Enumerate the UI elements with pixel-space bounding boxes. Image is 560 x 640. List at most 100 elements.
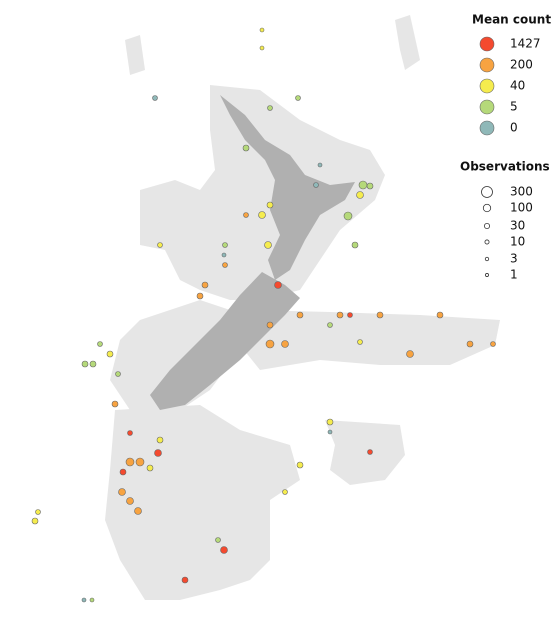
bubble [118,488,126,496]
bubble [366,182,374,190]
bubble [31,517,39,525]
bubble [436,311,444,319]
legend-swatch [479,99,495,115]
bubble [358,180,368,190]
bubble [357,339,363,345]
shelf-south [105,405,300,600]
bubble [242,144,250,152]
bubble [201,281,209,289]
legend: Mean count Observations 1427 200 40 5 0 300 10… [460,13,551,282]
bubble [181,576,189,584]
legend-label: 10 [510,235,525,249]
bubble [154,449,162,457]
bubble [152,95,158,101]
land [150,95,355,410]
bubble [326,418,334,426]
bubble-group-orange [111,212,496,515]
bubble [156,436,164,444]
bubble [127,430,133,436]
bubble-group-red [119,281,373,584]
bubble [296,461,304,469]
bubble [356,191,364,199]
bubble [89,360,97,368]
bubble [351,241,359,249]
legend-swatch [479,36,495,52]
bubble [220,546,228,554]
bubble [327,429,333,435]
legend-title: Mean count [472,13,551,27]
bubble [327,322,333,328]
bubble [282,489,288,495]
bubble [125,457,135,467]
bubble [135,457,145,467]
north-island [220,95,355,280]
bubble [267,105,273,111]
shelf-east [240,310,500,370]
bubble [222,262,228,268]
shelf-chatham [325,420,405,485]
bubble [111,400,119,408]
bubble [281,340,289,348]
legend-size [482,203,492,213]
bubble [97,341,103,347]
shelf-island-ne [395,15,420,70]
legend-size [483,222,491,230]
bubble [243,212,249,218]
bubble [222,242,228,248]
bubble [146,464,154,472]
bubble [466,340,474,348]
bubble [215,537,221,543]
bubble [119,468,127,476]
bubble [296,311,304,319]
bubble [295,95,301,101]
bubble [81,597,87,603]
bubble [317,162,323,168]
legend-label: 30 [510,219,525,233]
shelf-north [140,85,385,300]
bubble [343,211,353,221]
bubble [336,311,344,319]
bubble [134,507,142,515]
legend-title: Observations [460,160,550,174]
bubble [81,360,89,368]
bubble-group-green [81,95,374,603]
legend-label: 200 [510,58,533,72]
south-island [150,272,300,410]
legend-swatch [479,78,495,94]
bubble [221,252,227,258]
legend-label: 1427 [510,37,541,51]
bubbles [31,27,496,603]
legend-size [484,239,490,245]
bubble [264,241,272,249]
legend-swatch [479,57,495,73]
legend-label: 1 [510,268,518,282]
legend-size [481,186,493,198]
bubble [266,201,274,209]
legend-label: 40 [510,79,525,93]
bubble [157,242,163,248]
bubble [115,371,121,377]
legend-label: 100 [510,201,533,215]
bubble-group-yellow [31,27,364,525]
shelf-island-nw [125,35,145,75]
bubble [274,281,282,289]
legend-label: 0 [510,121,518,135]
bubble [35,509,41,515]
shelf [105,15,500,600]
bubble [490,341,496,347]
bubble-group-blue [81,95,333,603]
bubble [126,497,134,505]
bubble [367,449,373,455]
bubble [89,597,95,603]
bubble [259,27,265,33]
bubble [196,292,204,300]
bubble [265,339,275,349]
legend-label: 5 [510,100,518,114]
legend-label: 300 [510,185,533,199]
bubble [376,311,384,319]
bubble [259,45,265,51]
legend-size [485,273,489,277]
bubble [258,211,266,219]
bubble [266,321,274,329]
